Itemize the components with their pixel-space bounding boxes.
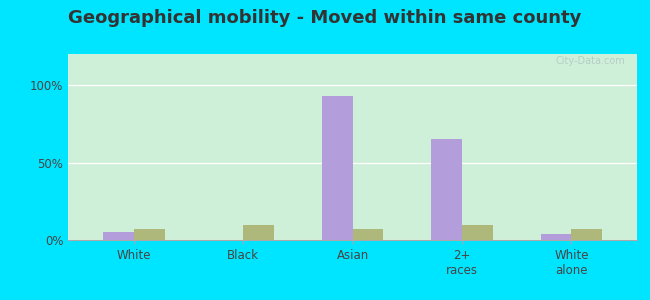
Text: Geographical mobility - Moved within same county: Geographical mobility - Moved within sam…: [68, 9, 582, 27]
Bar: [103, 232, 134, 240]
Bar: [243, 224, 274, 240]
Bar: [432, 139, 462, 240]
Bar: [571, 229, 602, 240]
Bar: [541, 234, 571, 240]
Bar: [322, 96, 352, 240]
Bar: [462, 224, 493, 240]
Legend: Reno, OH, Ohio: Reno, OH, Ohio: [268, 298, 437, 300]
Bar: [134, 229, 164, 240]
Bar: [353, 229, 384, 240]
Text: City-Data.com: City-Data.com: [556, 56, 625, 66]
